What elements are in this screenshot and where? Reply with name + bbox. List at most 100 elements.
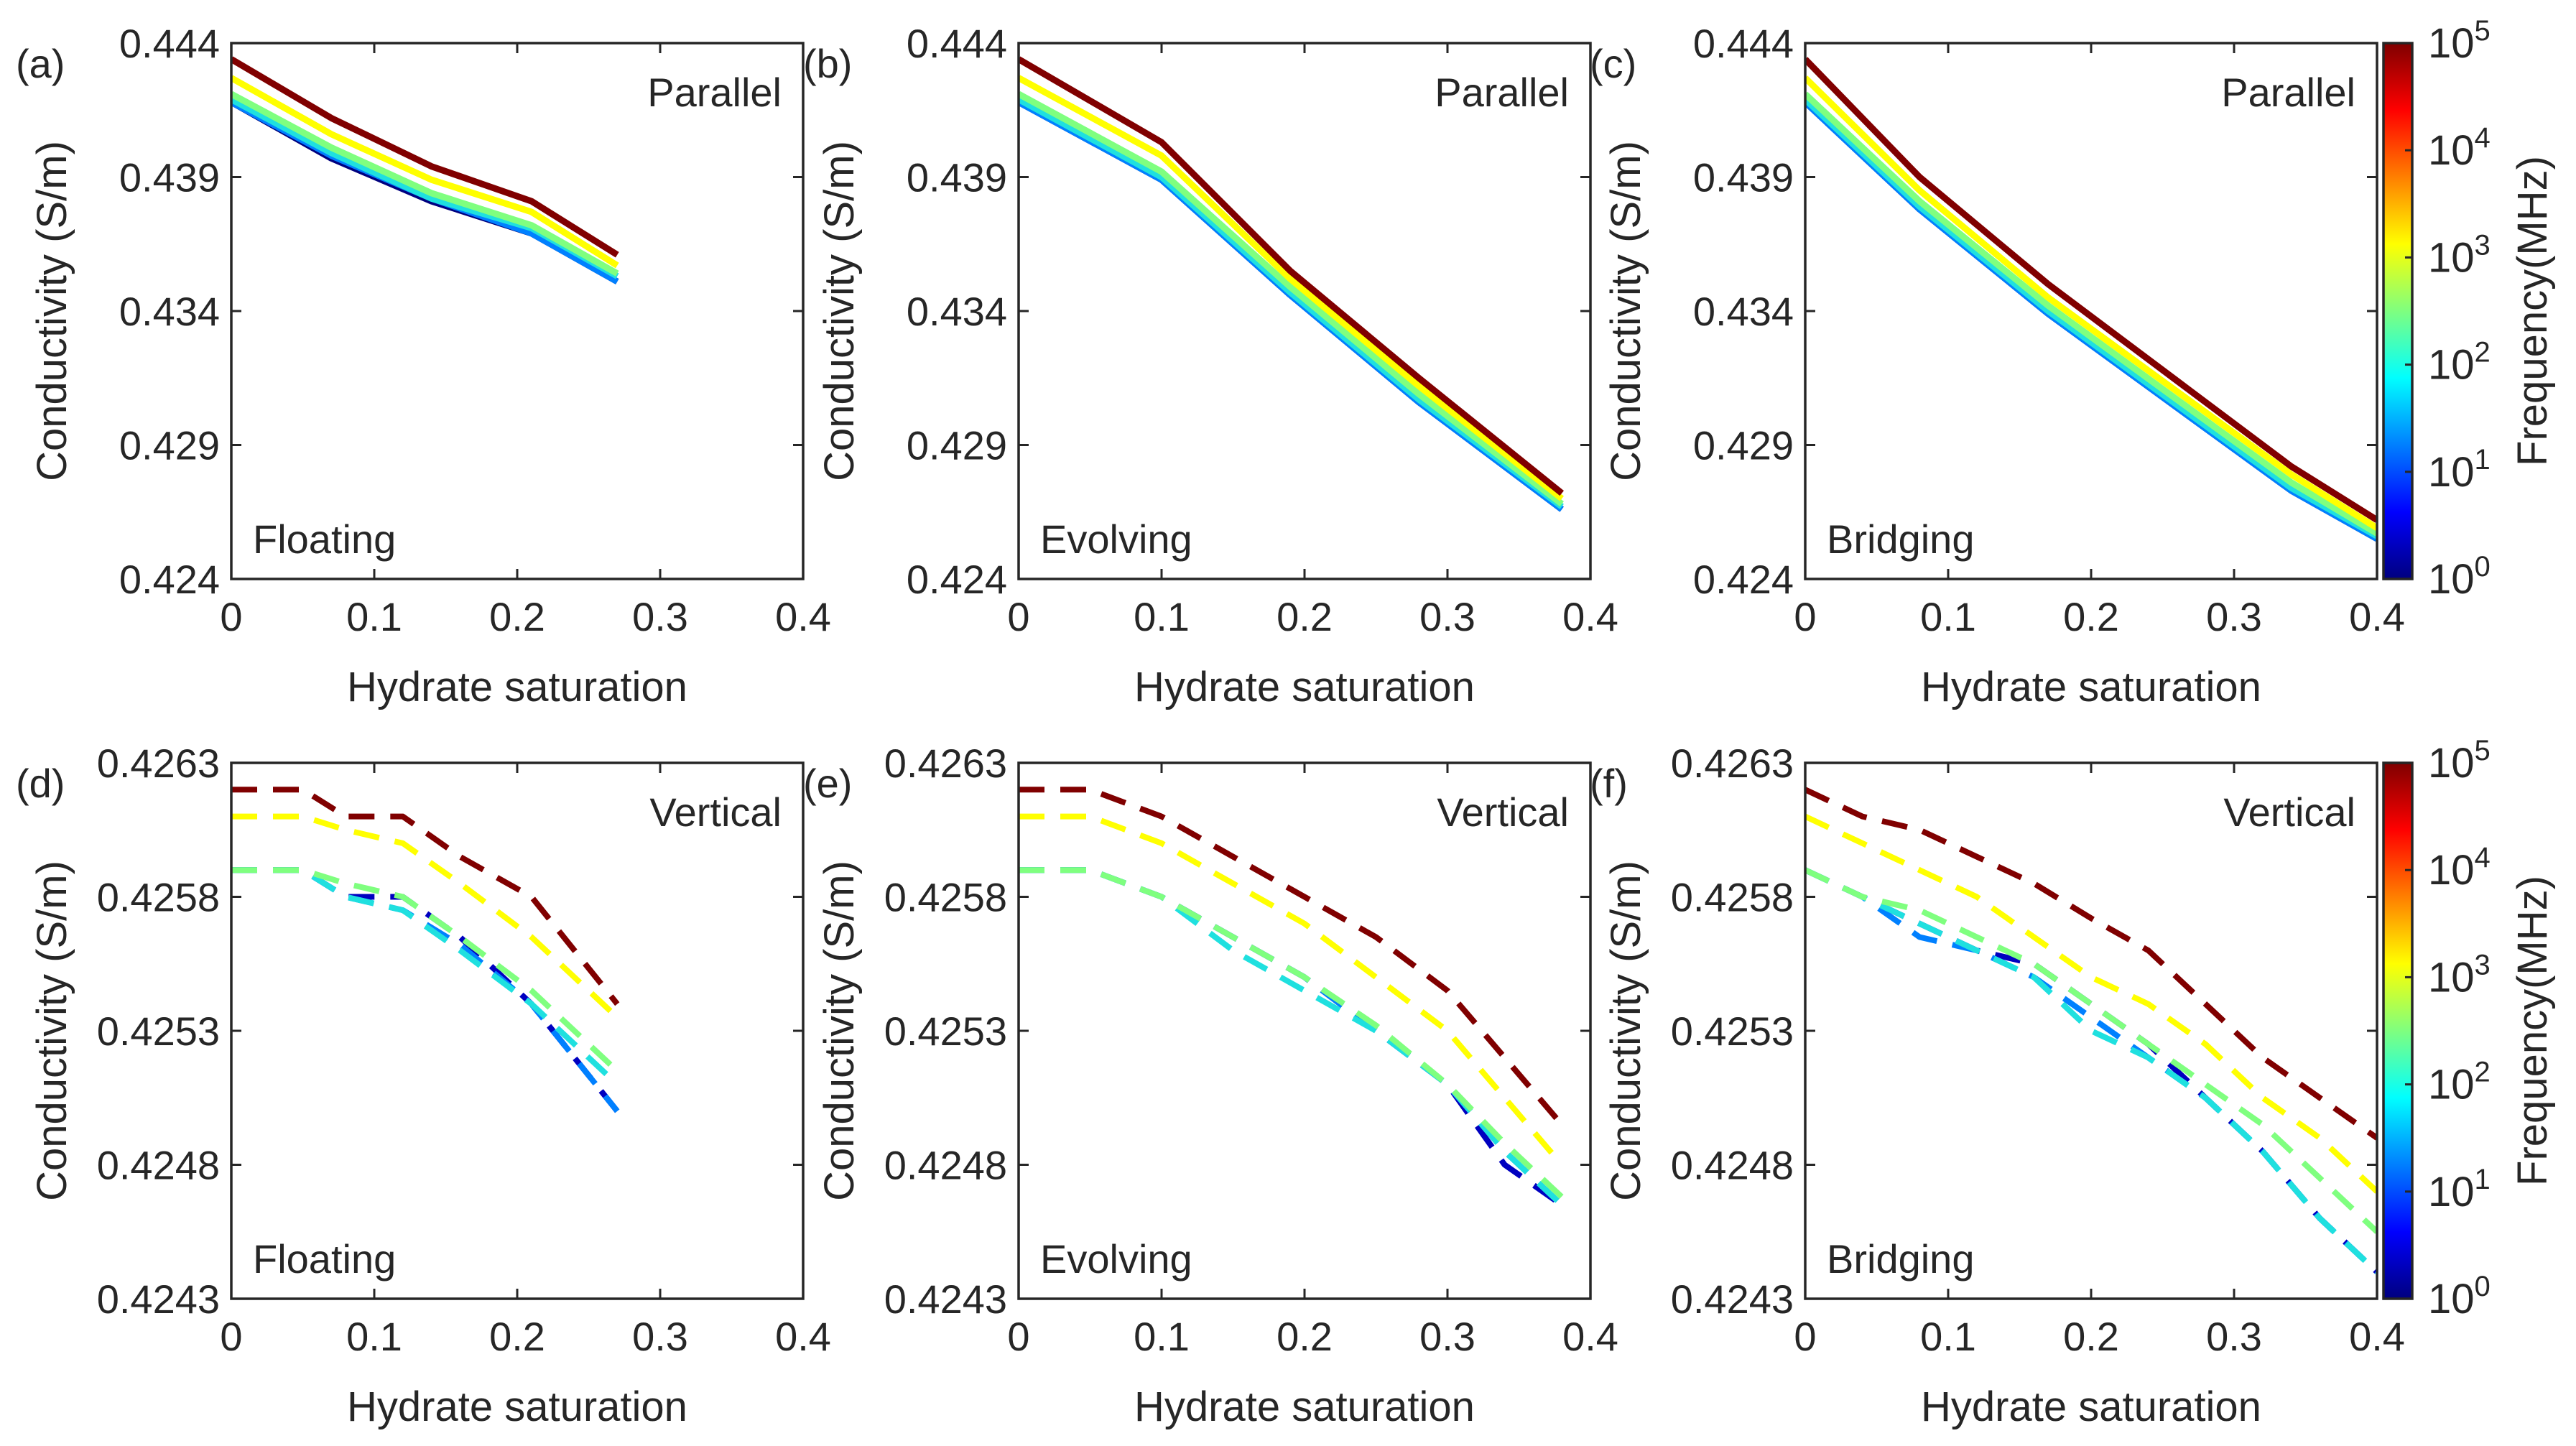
series-line-5 [231, 56, 619, 258]
colorbar-tick-label: 104 [2428, 122, 2491, 174]
orientation-label: Parallel [1435, 70, 1569, 115]
plot-frame [1017, 761, 1592, 1300]
x-tick-label: 0.2 [489, 1314, 545, 1359]
series-line-2 [1805, 867, 2377, 1274]
x-tick-label: 0.4 [775, 594, 831, 639]
x-tick-label: 0.4 [2349, 1314, 2405, 1359]
panel-tag: (e) [803, 761, 852, 806]
x-tick-label: 0.3 [1419, 594, 1475, 639]
y-tick-label: 0.429 [1693, 423, 1794, 468]
mode-label: Bridging [1827, 1236, 1974, 1282]
series-line-0 [1019, 867, 1564, 1208]
series-line-4 [231, 75, 619, 269]
mode-label: Floating [253, 516, 396, 562]
colorbar-tick-label: 105 [2428, 15, 2491, 67]
colorbar-tick-label: 100 [2428, 551, 2491, 603]
y-tick-label: 0.4258 [97, 875, 220, 920]
x-tick-label: 0.2 [2063, 594, 2119, 639]
y-tick-label: 0.4248 [1671, 1143, 1794, 1188]
mode-label: Bridging [1827, 516, 1974, 562]
series-line-3 [231, 867, 620, 1073]
panel-f: 0 0.1 0.2 0.3 0.4 0.4243 0.4248 0.4253 0.4258 0.4… [1590, 741, 2405, 1430]
panel-tag: (b) [803, 41, 852, 86]
y-tick-label: 0.439 [907, 155, 1007, 200]
y-axis-label: Conductivity (S/m) [29, 141, 75, 481]
x-tick-label: 0.3 [632, 1314, 688, 1359]
x-tick-label: 0.1 [1920, 1314, 1976, 1359]
series-group [1805, 787, 2377, 1274]
colorbars: 100101102103104105Frequency(MHz)10010110… [2382, 15, 2556, 1322]
panel-a: 0 0.1 0.2 0.3 0.4 0.424 0.429 0.434 0.439 0.444 Hy… [16, 21, 831, 710]
panel-tag: (f) [1590, 761, 1628, 806]
mode-label: Evolving [1040, 516, 1192, 562]
colorbar-tick-label: 102 [2428, 337, 2491, 389]
series-group [1805, 57, 2377, 542]
y-tick-label: 0.4243 [1671, 1276, 1794, 1322]
y-tick-label: 0.4253 [97, 1009, 220, 1054]
series-line-0 [1805, 867, 2377, 1274]
y-tick-label: 0.4253 [884, 1009, 1007, 1054]
panel-d: 0 0.1 0.2 0.3 0.4 0.4243 0.4248 0.4253 0.4258 0.4… [16, 741, 831, 1430]
series-line-3 [231, 91, 619, 277]
series-line-4 [1805, 813, 2377, 1194]
y-tick-label: 0.424 [119, 557, 220, 602]
series-line-5 [1805, 57, 2377, 523]
y-axis-label: Conductivity (S/m) [816, 861, 863, 1201]
x-tick-label: 0.2 [2063, 1314, 2119, 1359]
series-group [1019, 56, 1565, 512]
orientation-label: Vertical [2223, 789, 2355, 835]
series-line-5 [1805, 787, 2377, 1141]
x-tick-label: 0.1 [346, 594, 402, 639]
x-tick-label: 0.2 [1277, 594, 1333, 639]
y-tick-label: 0.4243 [97, 1276, 220, 1322]
y-axis-label: Conductivity (S/m) [1603, 861, 1649, 1201]
x-axis-label: Hydrate saturation [347, 1384, 687, 1430]
colorbar-tick-label: 104 [2428, 842, 2491, 894]
panel-c: 0 0.1 0.2 0.3 0.4 0.424 0.429 0.434 0.439 0.444 Hy… [1590, 21, 2405, 710]
x-tick-label: 0.3 [2206, 1314, 2262, 1359]
x-tick-label: 0.2 [1277, 1314, 1333, 1359]
x-tick-label: 0 [220, 594, 242, 639]
y-tick-label: 0.4258 [884, 875, 1007, 920]
colorbar-tick-label: 103 [2428, 949, 2491, 1001]
y-tick-label: 0.4253 [1671, 1009, 1794, 1054]
series-line-4 [1019, 75, 1564, 501]
series-line-3 [1019, 867, 1564, 1200]
panel-tag: (d) [16, 761, 65, 806]
orientation-label: Vertical [1437, 789, 1569, 835]
x-tick-label: 0.4 [775, 1314, 831, 1359]
series-line-2 [1019, 867, 1564, 1208]
x-tick-label: 0 [220, 1314, 242, 1359]
orientation-label: Parallel [2221, 70, 2355, 115]
x-tick-label: 0 [1794, 594, 1816, 639]
y-tick-label: 0.4263 [884, 741, 1007, 786]
colorbar-tick-label: 101 [2428, 444, 2491, 496]
panels: 0 0.1 0.2 0.3 0.4 0.424 0.429 0.434 0.439 0.444 Hy… [16, 21, 2405, 1430]
series-line-2 [1019, 96, 1564, 509]
colorbar-gradient [2383, 763, 2412, 1299]
x-tick-label: 0.4 [2349, 594, 2405, 639]
series-line-5 [1019, 56, 1565, 496]
x-tick-label: 0.1 [1134, 1314, 1190, 1359]
colorbar-tick-label: 100 [2428, 1271, 2491, 1322]
colorbar-gradient [2383, 43, 2412, 579]
x-tick-label: 0.2 [489, 594, 545, 639]
series-line-1 [1805, 867, 2377, 1274]
colorbar-1: 100 101 102 103 104 105 Frequency(MHz) [2382, 15, 2556, 603]
x-axis-label: Hydrate saturation [1134, 664, 1475, 710]
y-tick-label: 0.429 [907, 423, 1007, 468]
y-tick-label: 0.4248 [884, 1143, 1007, 1188]
plot-frame [230, 761, 805, 1300]
panel-b: 0 0.1 0.2 0.3 0.4 0.424 0.429 0.434 0.439 0.444 Hy… [803, 21, 1618, 710]
plot-frame [1804, 42, 2378, 580]
colorbar-tick-label: 101 [2428, 1164, 2491, 1215]
y-tick-label: 0.424 [1693, 557, 1794, 602]
panel-e: 0 0.1 0.2 0.3 0.4 0.4243 0.4248 0.4253 0.4258 0.4… [803, 741, 1618, 1430]
series-line-3 [1019, 91, 1564, 507]
x-tick-label: 0 [1007, 594, 1029, 639]
y-tick-label: 0.4263 [97, 741, 220, 786]
y-tick-label: 0.434 [119, 289, 220, 334]
x-tick-label: 0 [1007, 1314, 1029, 1359]
colorbar-tick-label: 105 [2428, 735, 2491, 787]
x-tick-label: 0.4 [1562, 594, 1618, 639]
